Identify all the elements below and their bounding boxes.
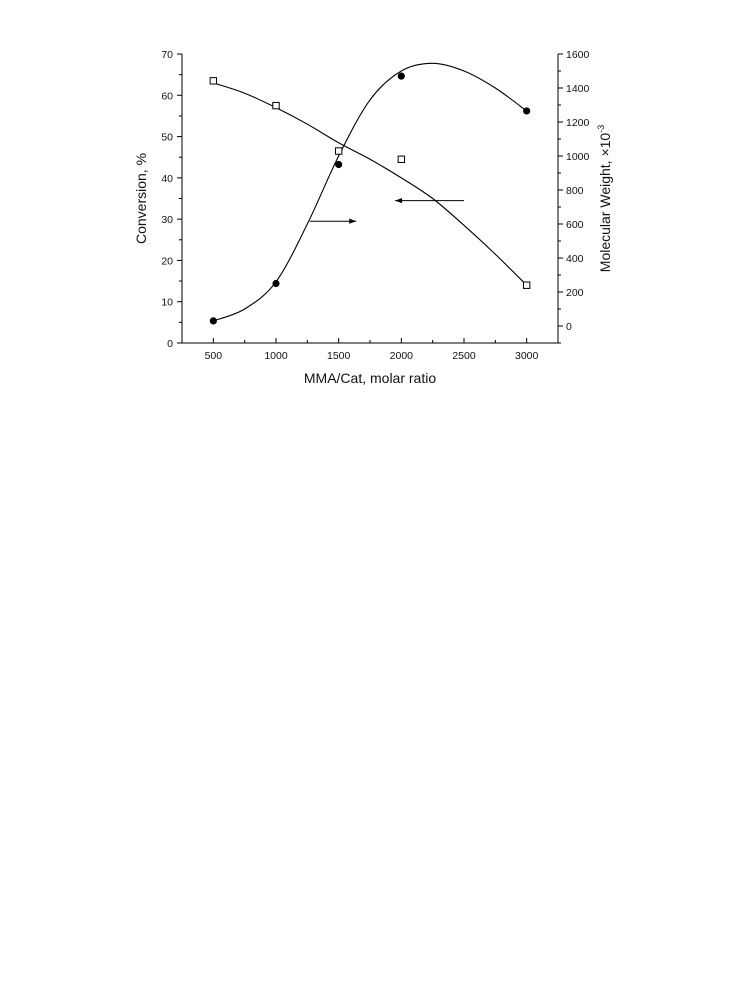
conversion-point	[209, 77, 218, 85]
y-left-tick-label: 70	[161, 49, 173, 61]
y-right-tick-label: 200	[566, 287, 584, 299]
y-right-axis-label-exponent: -3	[596, 125, 606, 133]
fit-curves	[213, 62, 528, 322]
y-right-tick-label: 1200	[566, 117, 590, 129]
y-left-tick-label: 10	[161, 297, 173, 309]
molecular-weight-point	[523, 107, 531, 115]
conversion-point	[272, 101, 280, 110]
y-left-tick-label: 60	[161, 90, 173, 102]
y-right-tick-label: 400	[566, 253, 584, 265]
y-right-tick-label: 1600	[566, 49, 590, 61]
x-tick-label: 1000	[264, 350, 288, 362]
series-0-curve	[213, 82, 528, 286]
x-tick-label: 1500	[327, 350, 351, 362]
y-left-tick-label: 40	[161, 173, 173, 185]
arrow-annotations	[309, 197, 464, 224]
x-axis-label: MMA/Cat, molar ratio	[304, 370, 436, 386]
y-right-tick-label: 1400	[566, 83, 590, 95]
y-right-tick-label: 800	[566, 185, 584, 197]
y-right-axis-label: Molecular Weight, ×10-3	[596, 125, 613, 272]
y-right-tick-label: 1000	[566, 151, 590, 163]
conversion-point	[397, 155, 406, 163]
x-tick-label: 3000	[515, 350, 539, 362]
axes: 500 1000 1500 2000 2500 3000 0 10 20 30 40 50 60 70 0 2…	[161, 49, 589, 362]
x-tick-label: 2000	[390, 350, 414, 362]
arrow-right-head	[349, 218, 357, 224]
conversion-point	[334, 147, 343, 155]
molecular-weight-point	[272, 279, 280, 288]
x-tick-label: 2500	[452, 350, 476, 362]
y-right-tick-label: 600	[566, 219, 584, 231]
molecular-weight-point	[397, 72, 405, 80]
y-left-axis-label: Conversion, %	[133, 153, 149, 244]
y-right-axis-label-main: Molecular Weight, ×10	[597, 133, 613, 273]
y-right-tick-label: 0	[566, 321, 572, 333]
data-markers	[209, 72, 531, 325]
x-tick-label: 500	[205, 350, 223, 362]
y-left-tick-label: 20	[161, 255, 173, 267]
axis-labels: MMA/Cat, molar ratio Conversion, % Molec…	[133, 125, 613, 386]
conversion-point	[522, 281, 531, 289]
molecular-weight-point	[209, 317, 217, 325]
arrow-left-head	[395, 197, 403, 204]
y-left-tick-label: 30	[161, 214, 173, 226]
y-left-tick-label: 50	[161, 132, 173, 144]
molecular-weight-point	[335, 160, 343, 169]
y-left-tick-label: 0	[167, 338, 173, 350]
series-1-curve	[213, 62, 527, 322]
